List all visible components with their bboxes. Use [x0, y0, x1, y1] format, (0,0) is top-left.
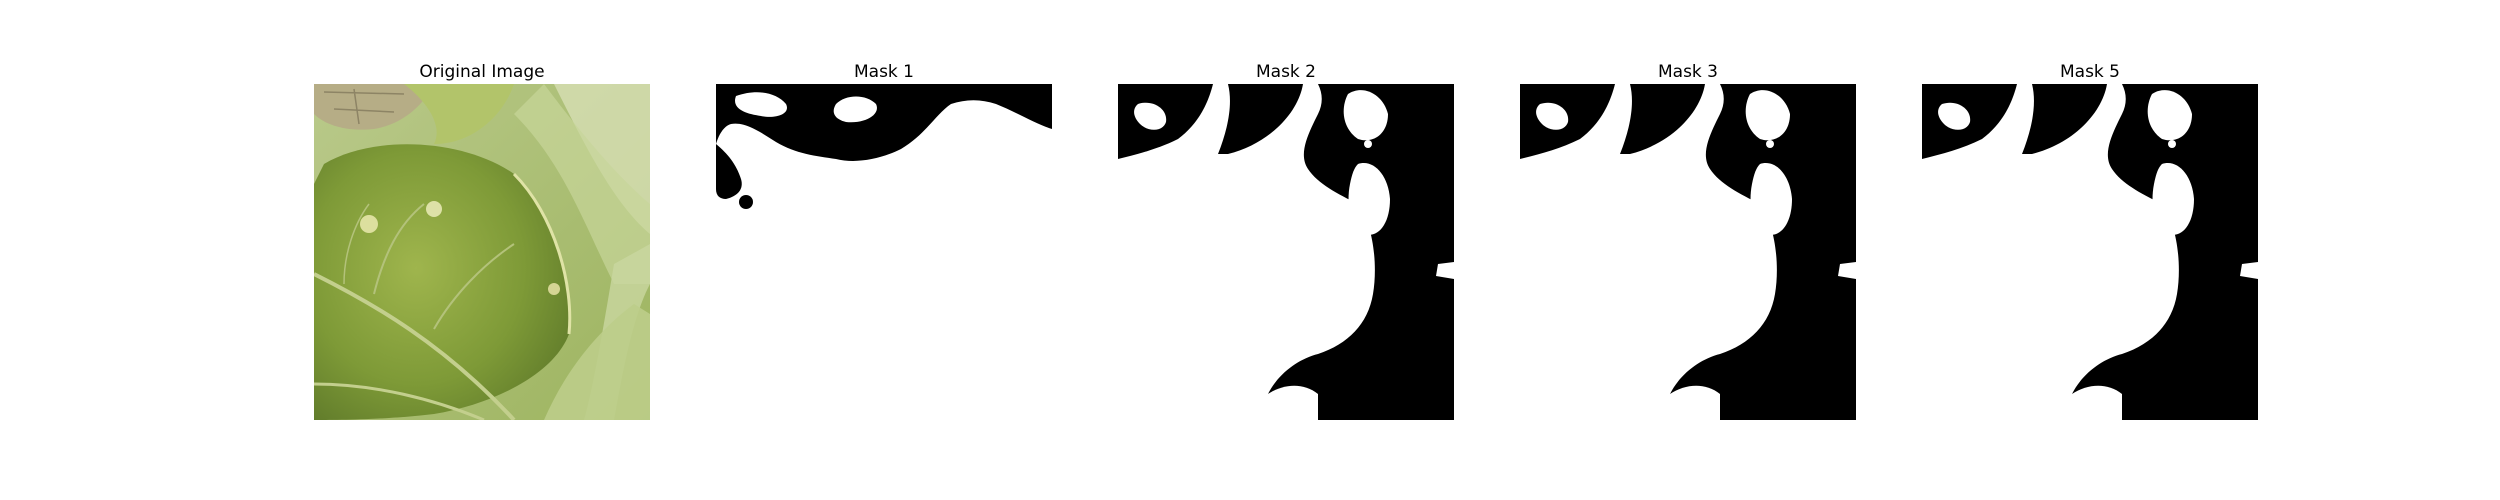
panel-title: Mask 1 [853, 62, 914, 82]
mask-2-svg [1118, 84, 1454, 420]
mask-image [1118, 84, 1454, 420]
panel-title: Mask 5 [2059, 62, 2120, 82]
mask-image [1520, 84, 1856, 420]
mask-5-svg [1922, 84, 2258, 420]
mask-1-svg [716, 84, 1052, 420]
leaf-photo-svg [314, 84, 650, 420]
panel-title: Original Image [419, 62, 545, 82]
panel-title: Mask 2 [1255, 62, 1316, 82]
mask-3-svg [1520, 84, 1856, 420]
mask-image [1922, 84, 2258, 420]
panel-title: Mask 3 [1657, 62, 1718, 82]
leaf-photo [314, 84, 650, 420]
mask-image [716, 84, 1052, 420]
